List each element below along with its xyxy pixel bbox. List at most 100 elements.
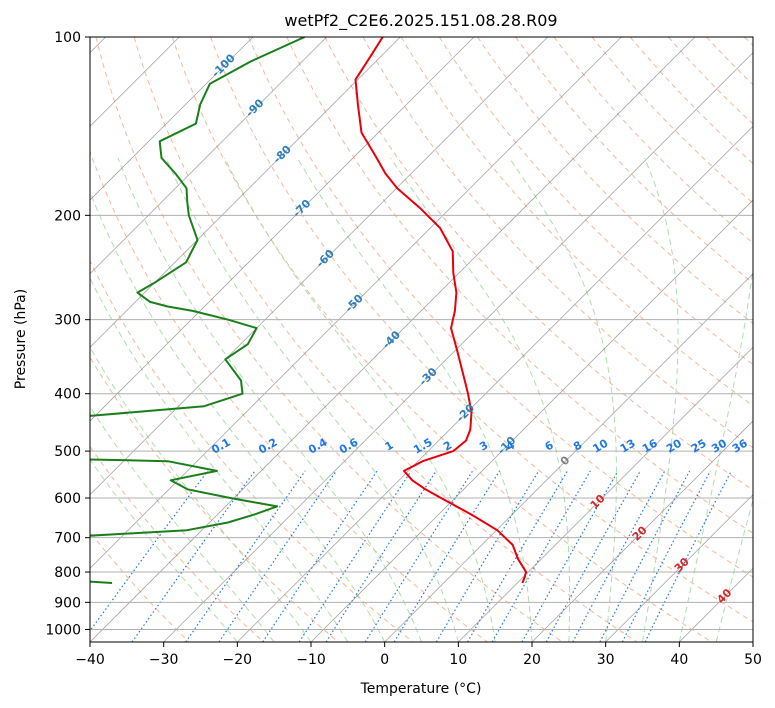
- isotherm-label: -60: [314, 247, 337, 270]
- isotherm-label: -30: [417, 365, 440, 388]
- dry-adiabat-line: [400, 37, 753, 407]
- y-tick-label: 200: [54, 208, 81, 224]
- mixing-ratio-label: 10: [591, 436, 611, 455]
- isotherm-label: -20: [454, 401, 477, 424]
- mixing-ratio-label: 25: [689, 437, 709, 456]
- moist-adiabat-line: [90, 346, 312, 642]
- mixing-ratio-line: [599, 470, 691, 642]
- mixing-ratio-line: [491, 470, 591, 642]
- dry-adiabat-line: [248, 37, 753, 578]
- dry-adiabat-line: [629, 37, 753, 165]
- isotherm-line: [90, 37, 475, 422]
- dewpoint-profile-line: [90, 37, 306, 584]
- dry-adiabat-line: [553, 37, 753, 244]
- dry-adiabat-line: [90, 356, 339, 642]
- mixing-ratio-line: [298, 470, 412, 642]
- moist-adiabat-line: [117, 157, 422, 642]
- mixing-ratio-line: [262, 470, 378, 642]
- y-axis: 100 200 300 400 500 600 700 800 900 1000: [45, 30, 90, 638]
- y-tick-label: 500: [54, 444, 81, 460]
- y-tick-label: 100: [54, 30, 81, 46]
- mixing-ratio-label: 0.2: [256, 436, 279, 457]
- dry-adiabat-line: [477, 37, 753, 325]
- mixing-ratio-line: [545, 470, 641, 642]
- dry-adiabat-line: [668, 37, 753, 125]
- y-tick-label: 1000: [45, 622, 81, 638]
- isotherm-line: [90, 37, 696, 642]
- isotherm-label: -40: [380, 328, 403, 351]
- mixing-ratio-line: [644, 470, 732, 642]
- isotherm-label: 0: [558, 453, 573, 468]
- isotherm-label: 40: [714, 586, 734, 606]
- mixing-ratio-line: [621, 470, 711, 642]
- mixing-ratio-line: [325, 470, 437, 642]
- isotherm-label: 20: [630, 523, 650, 543]
- dry-adiabat-line: [210, 37, 753, 623]
- moist-adiabat-line: [390, 157, 571, 642]
- mixing-ratio-label: 0.4: [306, 435, 330, 456]
- dry-adiabat-line: [706, 37, 753, 86]
- x-axis: −40 −30 −20 −10 0 10 20 30 40 50: [75, 642, 762, 668]
- dry-adiabat-line: [515, 37, 753, 284]
- mixing-ratio-label: 36: [730, 436, 750, 455]
- x-tick-label: 30: [597, 652, 615, 668]
- isotherm-line: [90, 37, 401, 348]
- isotherm-line: [90, 37, 622, 569]
- isotherm-line: [384, 273, 753, 642]
- isotherm-line: [310, 199, 753, 642]
- moist-adiabat-line: [90, 277, 349, 642]
- isotherm-label: -90: [243, 96, 266, 119]
- x-tick-label: 20: [523, 652, 541, 668]
- isotherm-line: [458, 346, 753, 642]
- dry-adiabat-line: [90, 531, 190, 642]
- mixing-ratio-label: 16: [640, 436, 660, 455]
- isotherm-line: [752, 641, 753, 642]
- isotherm-label: -70: [290, 197, 313, 220]
- y-tick-label: 300: [54, 313, 81, 329]
- dry-adiabat-line: [133, 37, 638, 642]
- x-tick-label: 10: [449, 652, 467, 668]
- mixing-ratio-line: [90, 470, 209, 632]
- mixing-ratio-line: [521, 470, 619, 642]
- isotherm-label: -50: [343, 292, 366, 315]
- mixing-ratio-label: 0.1: [209, 436, 232, 457]
- dry-adiabat-line: [438, 37, 753, 366]
- moist-adiabat-line: [90, 405, 275, 642]
- grid: [90, 37, 753, 642]
- isotherm-line: [90, 37, 548, 496]
- isotherm-line: [237, 125, 753, 642]
- dry-adiabat-line: [90, 150, 488, 642]
- isotherm-label: -80: [271, 142, 294, 165]
- mixing-ratio-line: [435, 470, 540, 642]
- dry-adiabat-line: [591, 37, 753, 204]
- dry-adiabat-line: [171, 37, 712, 642]
- y-axis-label: Pressure (hPa): [13, 289, 29, 389]
- isotherm-line: [90, 37, 254, 201]
- y-tick-label: 600: [54, 491, 81, 507]
- isotherm-line: [163, 52, 753, 642]
- x-tick-label: 50: [744, 652, 762, 668]
- mixing-ratio-label: 1.5: [411, 436, 434, 457]
- x-tick-label: −30: [149, 652, 179, 668]
- mixing-ratio-line: [131, 470, 256, 642]
- isotherm-line: [531, 420, 753, 642]
- series-layer: [90, 37, 528, 584]
- moist-adiabat-line: [90, 458, 238, 642]
- dry-adiabat-line: [744, 37, 753, 47]
- mixing-ratio-label: 30: [709, 436, 729, 455]
- dry-adiabat-line: [362, 37, 753, 449]
- moist-adiabat-line: [508, 157, 617, 642]
- mixing-ratio-line: [364, 470, 474, 642]
- chart-title: wetPf2_C2E6.2025.151.08.28.R09: [284, 11, 557, 31]
- x-tick-label: −20: [223, 652, 253, 668]
- dry-adiabat-line: [90, 259, 414, 642]
- mixing-ratio-label: 0.6: [337, 435, 361, 456]
- x-tick-label: −10: [296, 652, 326, 668]
- temperature-profile-line: [354, 37, 528, 584]
- x-tick-label: 0: [380, 652, 389, 668]
- moist-adiabat-line: [642, 157, 679, 642]
- mixing-ratio-label: 13: [618, 437, 638, 456]
- moist-adiabat-line: [296, 157, 533, 642]
